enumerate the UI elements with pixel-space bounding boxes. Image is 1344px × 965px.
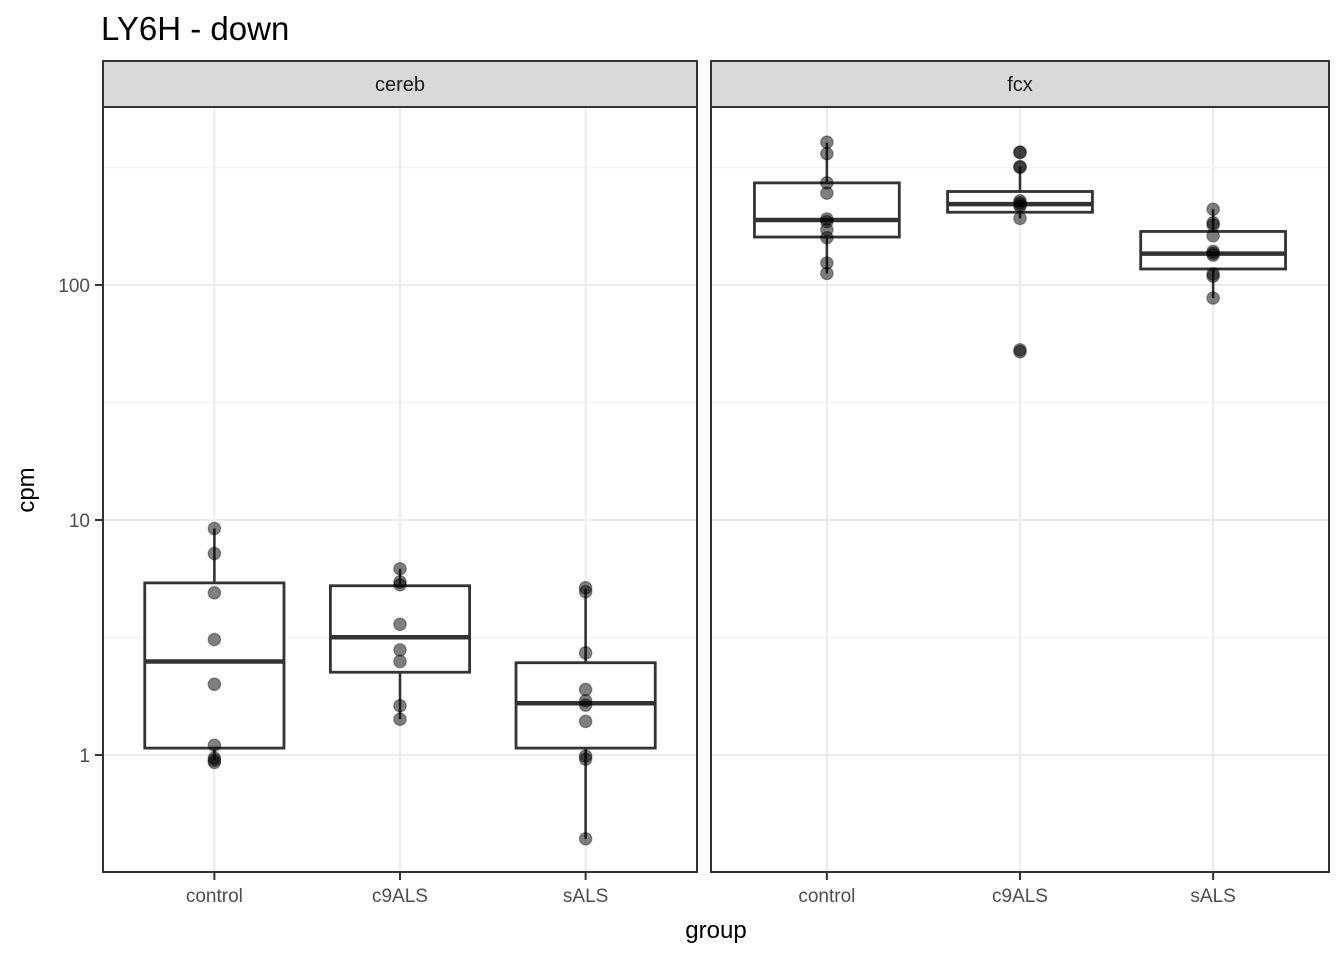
data-point <box>1013 145 1027 160</box>
x-tick-label: c9ALS <box>992 886 1048 907</box>
data-point <box>578 646 593 660</box>
data-point <box>393 654 407 669</box>
boxplot-fcx-control <box>753 135 901 281</box>
data-point <box>1206 291 1220 305</box>
data-point <box>578 714 593 729</box>
data-point <box>393 712 407 727</box>
x-axis-title: group <box>685 917 746 944</box>
data-point <box>820 230 834 245</box>
data-point <box>393 617 407 632</box>
x-tick-label: sALS <box>563 886 608 907</box>
data-point <box>207 546 222 561</box>
data-point <box>1206 248 1220 262</box>
data-point <box>820 146 834 161</box>
data-point <box>207 521 222 536</box>
data-point <box>820 186 834 200</box>
data-point <box>1013 160 1027 175</box>
facet-label: fcx <box>1007 74 1033 96</box>
x-tick-label: sALS <box>1190 886 1235 907</box>
boxplot-fcx-sALS <box>1139 202 1287 305</box>
data-point <box>207 738 222 753</box>
data-point <box>578 698 593 712</box>
data-point <box>578 831 593 846</box>
data-point <box>820 266 834 281</box>
data-point <box>820 135 834 150</box>
y-tick-label: 10 <box>69 511 90 532</box>
facet-label: cereb <box>375 74 425 96</box>
boxplot-cereb-sALS <box>514 580 657 846</box>
x-tick-label: c9ALS <box>372 886 428 907</box>
y-tick-label: 1 <box>79 746 90 767</box>
data-point <box>393 643 407 657</box>
data-point <box>578 682 593 697</box>
facet-panel-fcx: fcx control c9ALS sALS <box>710 60 1330 907</box>
y-tick-label: 100 <box>58 276 90 297</box>
facet-strip <box>102 60 698 108</box>
boxplot-fcx-c9ALS <box>946 145 1094 359</box>
data-point <box>1206 269 1220 284</box>
data-point <box>207 632 222 647</box>
data-point <box>1013 211 1027 226</box>
data-point <box>207 755 222 770</box>
data-point <box>207 677 222 692</box>
data-point <box>578 752 593 767</box>
plot-title: LY6H - down <box>101 10 289 47</box>
y-axis: 100 10 1 <box>58 276 103 767</box>
data-point <box>1013 199 1027 214</box>
boxplot-cereb-c9ALS <box>328 561 472 727</box>
data-point <box>207 585 222 600</box>
data-point <box>1206 228 1220 243</box>
box-iqr <box>143 581 286 750</box>
chart-generated-layer: cereb control c9ALS sALS fcx control c9ALS sALS… <box>58 60 1330 907</box>
facet-strip <box>710 60 1330 108</box>
data-point <box>393 698 407 713</box>
data-point <box>393 577 407 592</box>
data-point <box>1206 202 1220 217</box>
facet-panel-cereb: cereb control c9ALS sALS <box>102 60 698 907</box>
data-point <box>1013 344 1027 359</box>
x-tick-label: control <box>186 886 243 907</box>
x-tick-label: control <box>798 886 855 907</box>
y-axis-title: cpm <box>13 467 40 512</box>
boxplot-cereb-control <box>143 521 286 770</box>
data-point <box>578 584 593 599</box>
data-point <box>393 561 407 576</box>
